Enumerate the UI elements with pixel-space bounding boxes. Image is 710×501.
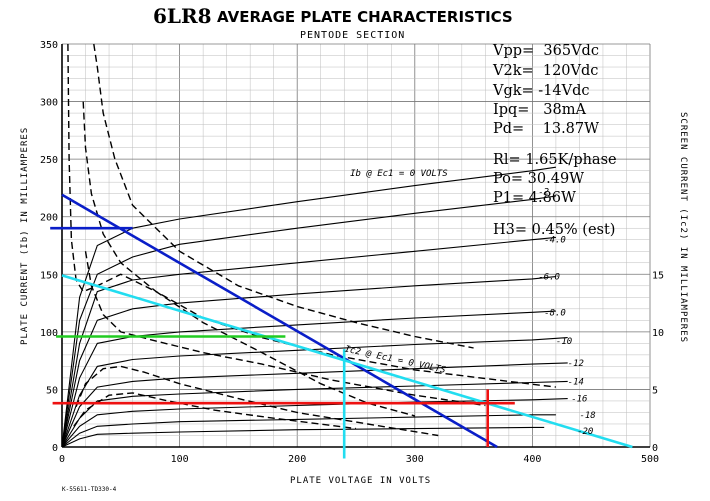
screen-curve [75, 365, 439, 437]
x-axis-ticks: 0 100 200 300 400 500 [59, 454, 659, 465]
operating-parameters: Vpp= 365Vdc V2k= 120Vdc Vgk= -14Vdc Ipq= 38… [492, 43, 617, 238]
y-tick-label: 250 [40, 155, 58, 166]
y-tick-label: 300 [40, 98, 58, 109]
operating-param: P1= 4.86W [493, 190, 576, 206]
curve-label: Ib @ Ec1 = 0 VOLTS [350, 169, 448, 179]
screen-curve [67, 43, 415, 417]
curve-label: -6.0 [538, 273, 560, 283]
load-line-cyan [61, 274, 633, 449]
plate-curve [61, 398, 568, 448]
plate-curve [61, 362, 568, 448]
plate-curve [61, 236, 556, 448]
y-tick-label: 150 [40, 270, 58, 281]
operating-param: Ipq= 38mA [493, 102, 586, 118]
curve-label: -20 [577, 427, 593, 437]
x-tick-label: 500 [641, 454, 659, 465]
screen-curves [67, 43, 556, 437]
operating-param: Vgk= -14Vdc [492, 83, 590, 99]
plate-curve [61, 414, 556, 448]
x-tick-label: 100 [171, 454, 189, 465]
y2-tick-label: 10 [652, 328, 664, 339]
y-tick-label: 200 [40, 213, 58, 224]
operating-param: Rl= 1.65K/phase [493, 152, 617, 168]
y2-tick-label: 5 [652, 385, 658, 396]
curve-label: -2 [538, 187, 549, 197]
chart-title-tube: 6LR8 [153, 4, 212, 28]
plate-curve [61, 310, 556, 448]
operating-param: V2k= 120Vdc [492, 63, 598, 79]
y-axis-ticks: 0 50 100 150 200 250 300 350 [40, 40, 58, 454]
curve-label: -12 [568, 359, 584, 369]
operating-param: Pd= 13.87W [493, 121, 599, 137]
load-line-overlays [50, 193, 633, 459]
plate-curve [61, 195, 556, 448]
chart-subtitle: PENTODE SECTION [300, 30, 405, 41]
plate-curve [61, 380, 568, 448]
curve-label: -4.0 [544, 236, 566, 246]
curve-label: -8.0 [544, 308, 566, 318]
plate-curve [61, 276, 556, 448]
screen-curve [93, 43, 474, 349]
y2-tick-label: 15 [652, 270, 664, 281]
footnote: K-55611-TD330-4 [62, 486, 117, 493]
x-tick-label: 300 [406, 454, 424, 465]
plate-curve [61, 426, 545, 448]
x-tick-label: 0 [59, 454, 65, 465]
operating-param: Vpp= 365Vdc [492, 43, 599, 59]
screen-curve [73, 392, 357, 430]
load-line-dark-blue [61, 193, 498, 449]
y-axis-label: PLATE CURRENT (Ib) IN MILLIAMPERES [20, 127, 30, 345]
y-tick-label: 0 [52, 443, 58, 454]
chart-title: AVERAGE PLATE CHARACTERISTICS [217, 8, 513, 26]
y2-tick-label: 0 [652, 443, 658, 454]
y2-axis-label: SCREEN CURRENT (Ic2) IN MILLIAMPERES [678, 112, 688, 343]
y-tick-label: 100 [40, 328, 58, 339]
y2-axis-ticks: 0 5 10 15 [652, 270, 664, 454]
operating-param: Po= 30.49W [493, 171, 584, 187]
curve-label: -14 [568, 377, 584, 387]
curve-label: -10 [556, 337, 572, 347]
x-tick-label: 200 [288, 454, 306, 465]
screen-curve [84, 251, 486, 407]
operating-param: H3= 0.45% (est) [493, 222, 615, 238]
y-tick-label: 50 [46, 385, 58, 396]
x-tick-label: 400 [523, 454, 541, 465]
chart-grid [61, 43, 651, 448]
curve-label: -18 [579, 411, 595, 421]
y-tick-label: 350 [40, 40, 58, 51]
plate-curves [61, 166, 568, 448]
x-axis-label: PLATE VOLTAGE IN VOLTS [290, 476, 431, 486]
plate-curve [61, 337, 568, 448]
curve-label: -16 [571, 395, 587, 405]
screen-curve [82, 101, 556, 388]
plate-curve [61, 166, 556, 448]
